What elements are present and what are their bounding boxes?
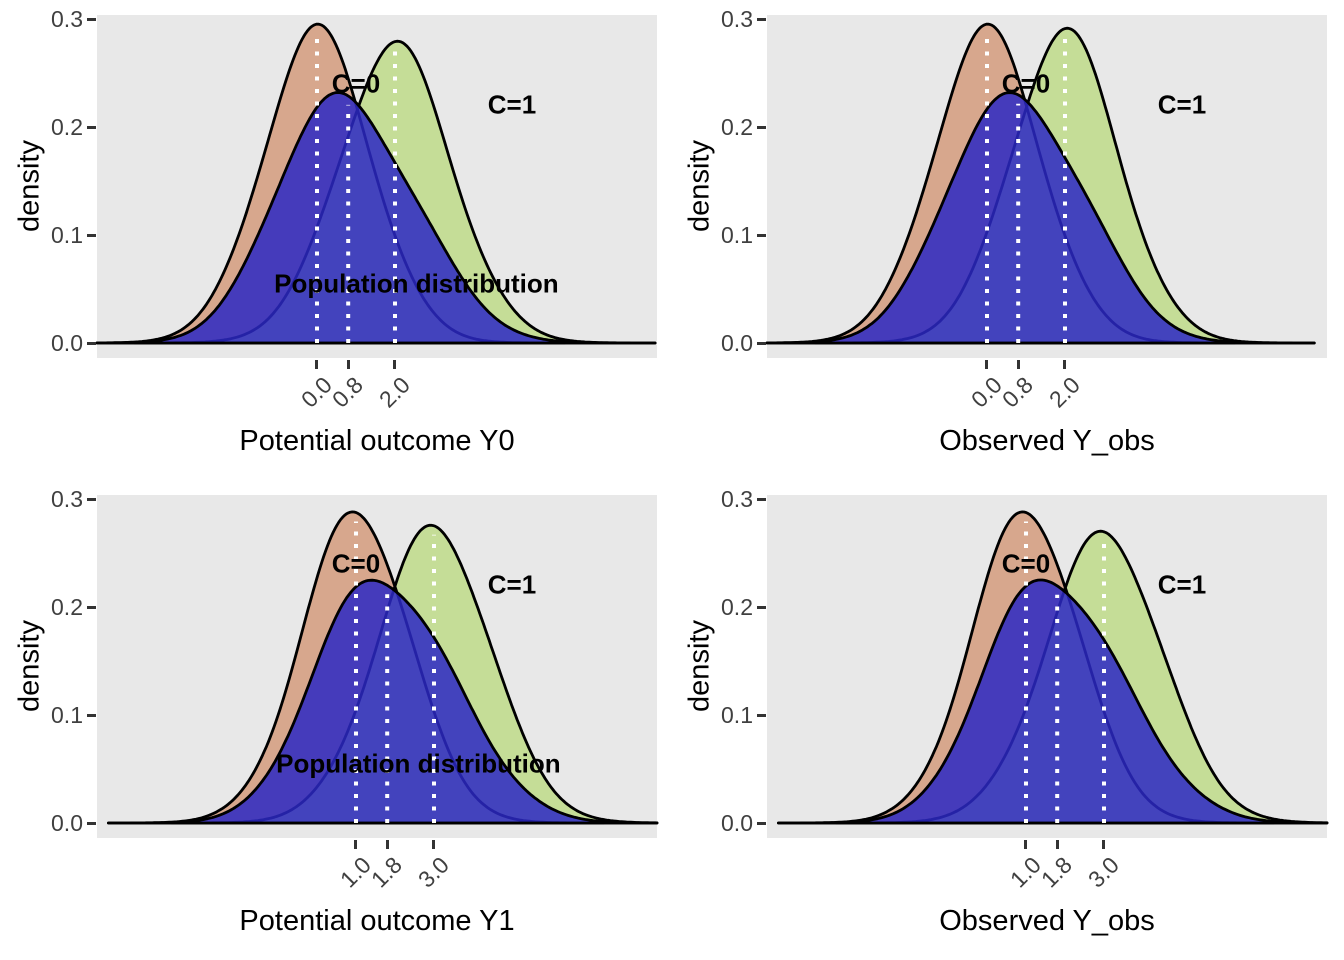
y-tick-label: 0.1 xyxy=(51,221,83,248)
x-tick-label: 0.8 xyxy=(327,371,369,413)
x-tick-mark xyxy=(985,360,989,369)
density-curve-population-distribution xyxy=(107,578,659,825)
x-tick-label: 1.8 xyxy=(366,851,408,893)
y-tick-mark xyxy=(87,497,96,501)
density-curve-population-distribution xyxy=(765,91,1316,345)
annotation-c-1: C=1 xyxy=(1157,89,1207,120)
x-tick-mark xyxy=(1102,840,1106,849)
density-curve-population-distribution xyxy=(777,578,1329,825)
annotation-c-1: C=1 xyxy=(487,569,537,600)
density-curves-y1 xyxy=(107,510,659,825)
y-tick-label: 0.0 xyxy=(721,809,753,836)
x-tick-label: 2.0 xyxy=(1043,371,1085,413)
x-tick-label: 1.8 xyxy=(1036,851,1078,893)
y-tick-mark xyxy=(757,713,766,717)
y-tick-mark xyxy=(757,341,766,345)
y-tick-label: 0.3 xyxy=(51,5,83,32)
x-tick-label: 3.0 xyxy=(1082,851,1124,893)
x-tick-label: 0.8 xyxy=(997,371,1039,413)
y-tick-label: 0.0 xyxy=(51,809,83,836)
x-axis-title: Potential outcome Y1 xyxy=(239,905,515,937)
y-tick-mark xyxy=(87,17,96,21)
y-tick-label: 0.2 xyxy=(51,113,83,140)
x-tick-label: 2.0 xyxy=(373,371,415,413)
y-tick-mark xyxy=(757,497,766,501)
annotation-population-distribution: Population distribution xyxy=(276,748,561,779)
x-tick-mark xyxy=(432,840,436,849)
annotation-c-0: C=0 xyxy=(1001,548,1051,579)
x-axis-title: Potential outcome Y0 xyxy=(239,425,515,457)
annotation-c-1: C=1 xyxy=(487,89,537,120)
y-tick-label: 0.1 xyxy=(721,701,753,728)
x-tick-mark xyxy=(315,360,319,369)
panel-potential-outcome-y1 xyxy=(97,495,659,838)
y-tick-mark xyxy=(87,233,96,237)
x-tick-label: 3.0 xyxy=(412,851,454,893)
y-tick-label: 0.3 xyxy=(51,485,83,512)
y-axis-title: density xyxy=(13,620,46,712)
annotation-c-0: C=0 xyxy=(331,548,381,579)
x-tick-mark xyxy=(1055,840,1059,849)
y-tick-mark xyxy=(757,125,766,129)
y-tick-mark xyxy=(757,821,766,825)
y-axis-title: density xyxy=(13,140,46,232)
y-tick-label: 0.2 xyxy=(51,593,83,620)
x-tick-mark xyxy=(1063,360,1067,369)
x-tick-mark xyxy=(1024,840,1028,849)
x-tick-mark xyxy=(1016,360,1020,369)
density-curves-yobs-top xyxy=(765,22,1316,345)
panel-potential-outcome-y0 xyxy=(95,15,657,358)
y-tick-mark xyxy=(87,821,96,825)
y-tick-mark xyxy=(87,341,96,345)
x-tick-mark xyxy=(346,360,350,369)
y-tick-label: 0.3 xyxy=(721,5,753,32)
y-axis-title: density xyxy=(683,620,716,712)
y-tick-mark xyxy=(87,125,96,129)
y-tick-label: 0.0 xyxy=(721,329,753,356)
y-tick-mark xyxy=(757,605,766,609)
y-tick-label: 0.0 xyxy=(51,329,83,356)
annotation-c-1: C=1 xyxy=(1157,569,1207,600)
density-curves-yobs-bottom xyxy=(777,510,1329,825)
y-tick-label: 0.3 xyxy=(721,485,753,512)
x-tick-mark xyxy=(354,840,358,849)
y-tick-mark xyxy=(87,605,96,609)
panel-observed-yobs-top xyxy=(765,15,1327,358)
annotation-c-0: C=0 xyxy=(1001,68,1051,99)
density-curves-y0 xyxy=(95,22,657,345)
y-tick-label: 0.2 xyxy=(721,113,753,140)
y-tick-mark xyxy=(87,713,96,717)
y-tick-label: 0.1 xyxy=(721,221,753,248)
density-curve-population-distribution xyxy=(95,91,657,345)
y-tick-label: 0.2 xyxy=(721,593,753,620)
x-tick-mark xyxy=(385,840,389,849)
x-axis-title: Observed Y_obs xyxy=(939,905,1155,937)
x-tick-mark xyxy=(393,360,397,369)
y-tick-mark xyxy=(757,17,766,21)
annotation-population-distribution: Population distribution xyxy=(274,268,559,299)
x-axis-title: Observed Y_obs xyxy=(939,425,1155,457)
y-axis-title: density xyxy=(683,140,716,232)
y-tick-mark xyxy=(757,233,766,237)
y-tick-label: 0.1 xyxy=(51,701,83,728)
panel-observed-yobs-bottom xyxy=(767,495,1329,838)
annotation-c-0: C=0 xyxy=(331,68,381,99)
